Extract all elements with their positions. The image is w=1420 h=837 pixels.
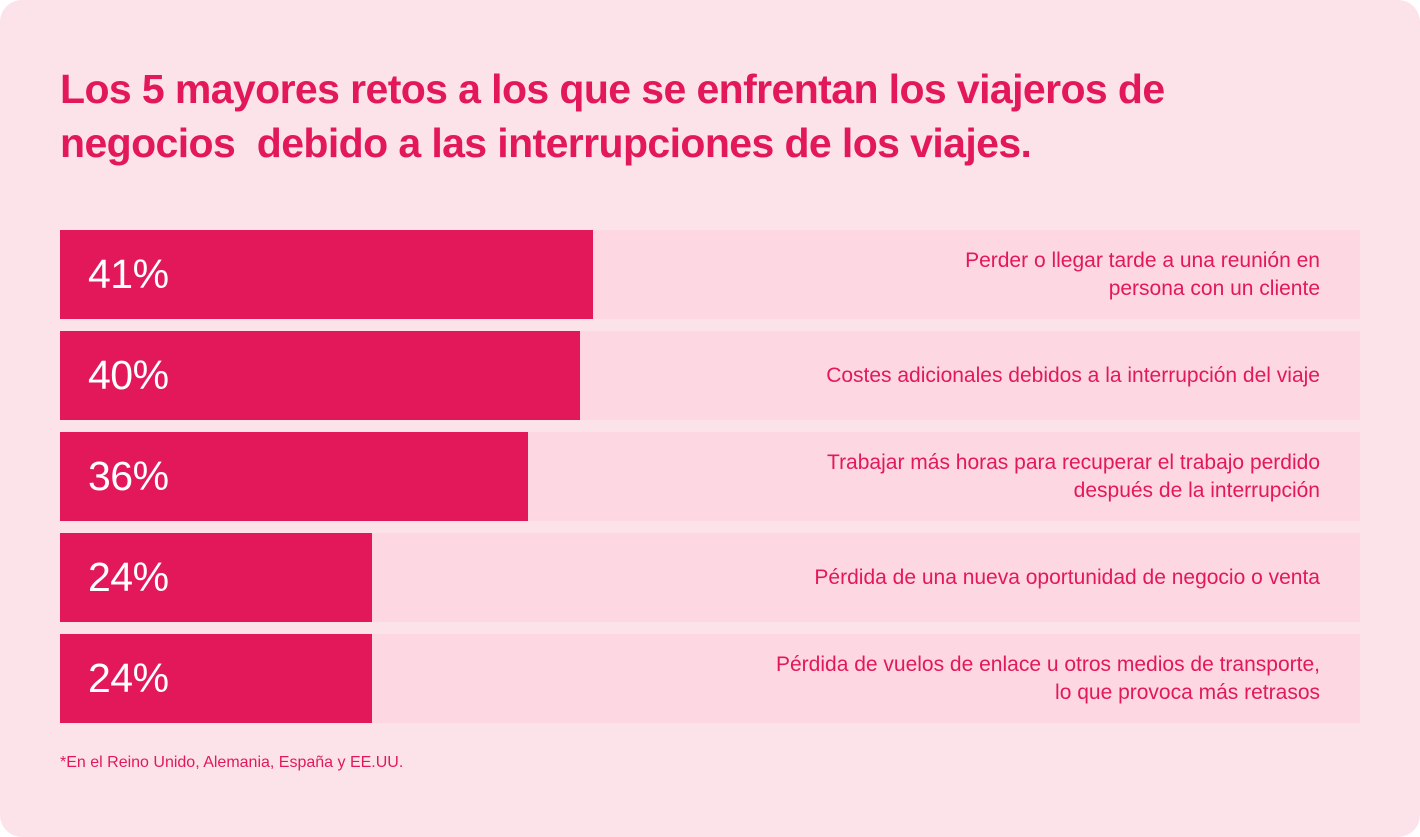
title-line-2: negocios debido a las interrupciones de …	[60, 120, 1032, 166]
category-label-line: persona con un cliente	[1108, 276, 1320, 300]
bar-value-label: 24%	[88, 554, 169, 600]
category-label-line: Pérdida de una nueva oportunidad de nego…	[814, 565, 1320, 589]
category-label-line: Trabajar más horas para recuperar el tra…	[827, 450, 1320, 474]
category-label: Trabajar más horas para recuperar el tra…	[600, 432, 1320, 521]
category-label-line: después de la interrupción	[1073, 478, 1320, 502]
category-label: Pérdida de una nueva oportunidad de nego…	[600, 533, 1320, 622]
footnote: *En el Reino Unido, Alemania, España y E…	[60, 754, 404, 771]
category-label-line: lo que provoca más retrasos	[1055, 680, 1320, 704]
category-label: Costes adicionales debidos a la interrup…	[600, 331, 1320, 420]
bar-row: 24% Pérdida de una nueva oportunidad de …	[60, 533, 1360, 622]
category-label-line: Pérdida de vuelos de enlace u otros medi…	[775, 652, 1320, 676]
bar-value-label: 41%	[88, 251, 169, 297]
bar-row: 36% Trabajar más horas para recuperar el…	[60, 432, 1360, 521]
category-label: Pérdida de vuelos de enlace u otros medi…	[600, 634, 1320, 723]
bar-value-label: 40%	[88, 352, 169, 398]
bar	[60, 331, 580, 420]
bar	[60, 432, 528, 521]
bar	[60, 230, 593, 319]
bar-row: 40% Costes adicionales debidos a la inte…	[60, 331, 1360, 420]
category-label-line: Perder o llegar tarde a una reunión en	[965, 248, 1320, 272]
bar-value-label: 24%	[88, 655, 169, 701]
bar-row: 41% Perder o llegar tarde a una reunión …	[60, 230, 1360, 319]
bar-row: 24% Pérdida de vuelos de enlace u otros …	[60, 634, 1360, 723]
chart-title: Los 5 mayores retos a los que se enfrent…	[60, 62, 1320, 170]
bar	[60, 533, 372, 622]
bar-chart: 41% Perder o llegar tarde a una reunión …	[60, 230, 1360, 723]
category-label-line: Costes adicionales debidos a la interrup…	[826, 363, 1320, 387]
bar-value-label: 36%	[88, 453, 169, 499]
title-line-1: Los 5 mayores retos a los que se enfrent…	[60, 66, 1165, 112]
category-label: Perder o llegar tarde a una reunión en p…	[600, 230, 1320, 319]
bar	[60, 634, 372, 723]
